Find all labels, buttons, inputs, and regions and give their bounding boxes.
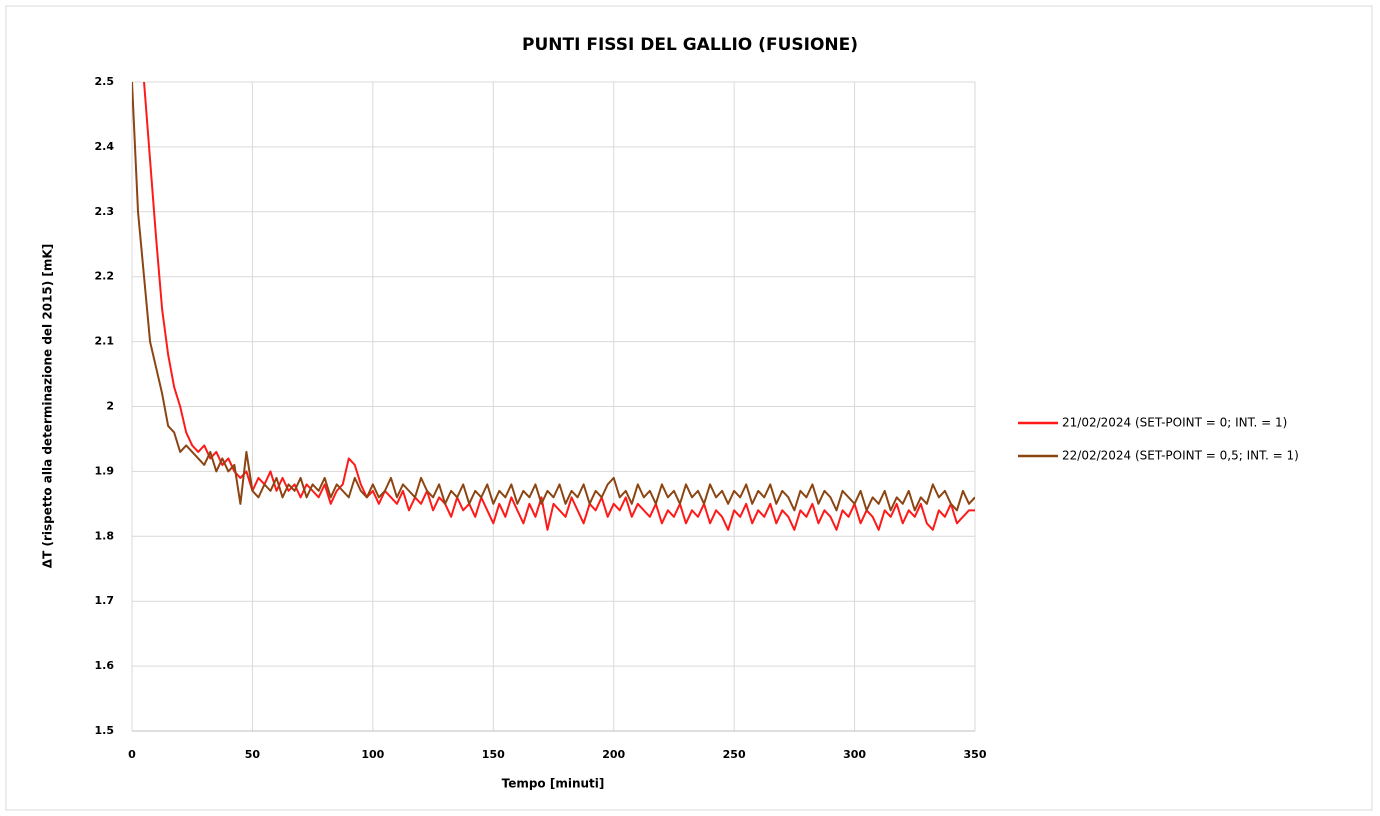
plot-area (132, 82, 975, 531)
data-line (143, 82, 975, 531)
y-tick-label: 1.6 (95, 659, 115, 672)
y-tick-label: 2.1 (95, 335, 115, 348)
y-tick-label: 2.4 (95, 140, 115, 153)
legend-label: 21/02/2024 (SET-POINT = 0; INT. = 1) (1062, 416, 1287, 430)
x-axis-label: Tempo [minuti] (502, 777, 605, 791)
legend: 21/02/2024 (SET-POINT = 0; INT. = 1) 22/0… (1018, 416, 1299, 463)
chart-title: PUNTI FISSI DEL GALLIO (FUSIONE) (522, 35, 858, 55)
y-tick-label: 1.7 (95, 594, 115, 607)
x-tick-label: 250 (723, 748, 746, 761)
y-tick-label: 2 (106, 400, 114, 413)
y-tick-label: 1.5 (95, 724, 115, 737)
y-tick-label: 1.8 (95, 529, 115, 542)
legend-label: 22/02/2024 (SET-POINT = 0,5; INT. = 1) (1062, 449, 1299, 463)
x-tick-label: 300 (843, 748, 866, 761)
x-tick-label: 350 (964, 748, 987, 761)
chart-frame (5, 5, 1373, 811)
x-tick-label: 150 (482, 748, 505, 761)
x-tick-label: 200 (602, 748, 625, 761)
y-tick-label: 1.9 (95, 464, 115, 477)
y-axis-label: ΔT (rispetto alla determinazione del 201… (41, 244, 55, 568)
y-tick-label: 2.2 (95, 270, 115, 283)
x-tick-label: 100 (361, 748, 384, 761)
y-tick-label: 2.3 (95, 205, 115, 218)
y-tick-label: 2.5 (95, 75, 115, 88)
data-line (132, 82, 975, 512)
grid (131, 81, 976, 732)
x-tick-label: 0 (128, 748, 136, 761)
x-tick-label: 50 (245, 748, 261, 761)
